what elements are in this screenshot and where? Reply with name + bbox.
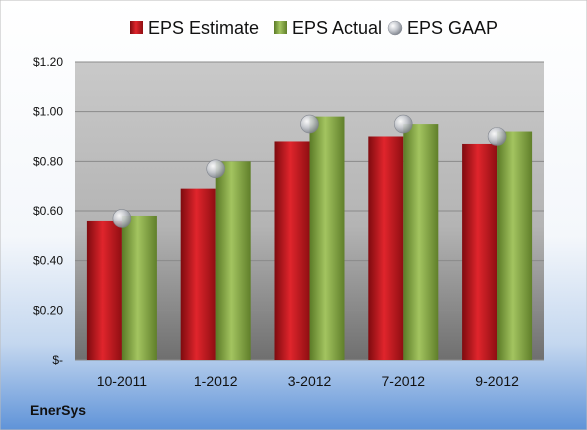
- gaap-marker: [487, 127, 507, 146]
- y-tick-label: $0.40: [33, 254, 63, 268]
- x-category-label: 1-2012: [194, 373, 238, 389]
- legend-label-estimate: EPS Estimate: [148, 18, 259, 38]
- bar-eps-estimate: [86, 220, 122, 360]
- bar-eps-estimate: [462, 143, 498, 360]
- legend-swatch-gaap: [387, 20, 403, 36]
- gaap-marker: [112, 209, 132, 228]
- legend-swatch-estimate: [130, 21, 143, 34]
- x-axis-labels: 10-2011 1-2012 3-2012 7-2012 9-2012: [97, 373, 519, 389]
- y-tick-label: $0.20: [33, 303, 63, 317]
- y-tick-label: $-: [52, 353, 63, 367]
- gaap-marker: [300, 114, 319, 134]
- company-name: EnerSys: [30, 402, 86, 418]
- y-tick-label: $1.00: [33, 105, 63, 119]
- legend: EPS Estimate EPS Actual EPS GAAP: [130, 18, 498, 38]
- gaap-markers: [112, 114, 507, 228]
- bar-eps-actual: [403, 124, 439, 360]
- bar-eps-estimate: [274, 141, 310, 360]
- bar-eps-estimate: [368, 136, 404, 360]
- x-category-label: 10-2011: [97, 373, 148, 389]
- legend-label-actual: EPS Actual: [292, 18, 382, 38]
- bar-eps-estimate: [180, 188, 216, 360]
- y-axis-ticks: $1.20 $1.00 $0.80 $0.60 $0.40 $0.20 $-: [33, 55, 63, 367]
- bar-eps-actual: [215, 161, 251, 360]
- bar-eps-actual: [121, 215, 157, 360]
- gaap-marker: [206, 159, 225, 179]
- legend-swatch-actual: [274, 21, 287, 34]
- x-category-label: 9-2012: [475, 373, 519, 389]
- y-tick-label: $0.60: [33, 204, 63, 218]
- gaap-marker: [393, 114, 413, 134]
- bar-eps-actual: [497, 131, 533, 360]
- bars: [86, 116, 533, 360]
- x-category-label: 7-2012: [382, 373, 426, 389]
- y-tick-label: $1.20: [33, 55, 63, 69]
- legend-label-gaap: EPS GAAP: [407, 18, 498, 38]
- x-category-label: 3-2012: [288, 373, 332, 389]
- y-tick-label: $0.80: [33, 154, 63, 168]
- bar-eps-actual: [309, 116, 345, 360]
